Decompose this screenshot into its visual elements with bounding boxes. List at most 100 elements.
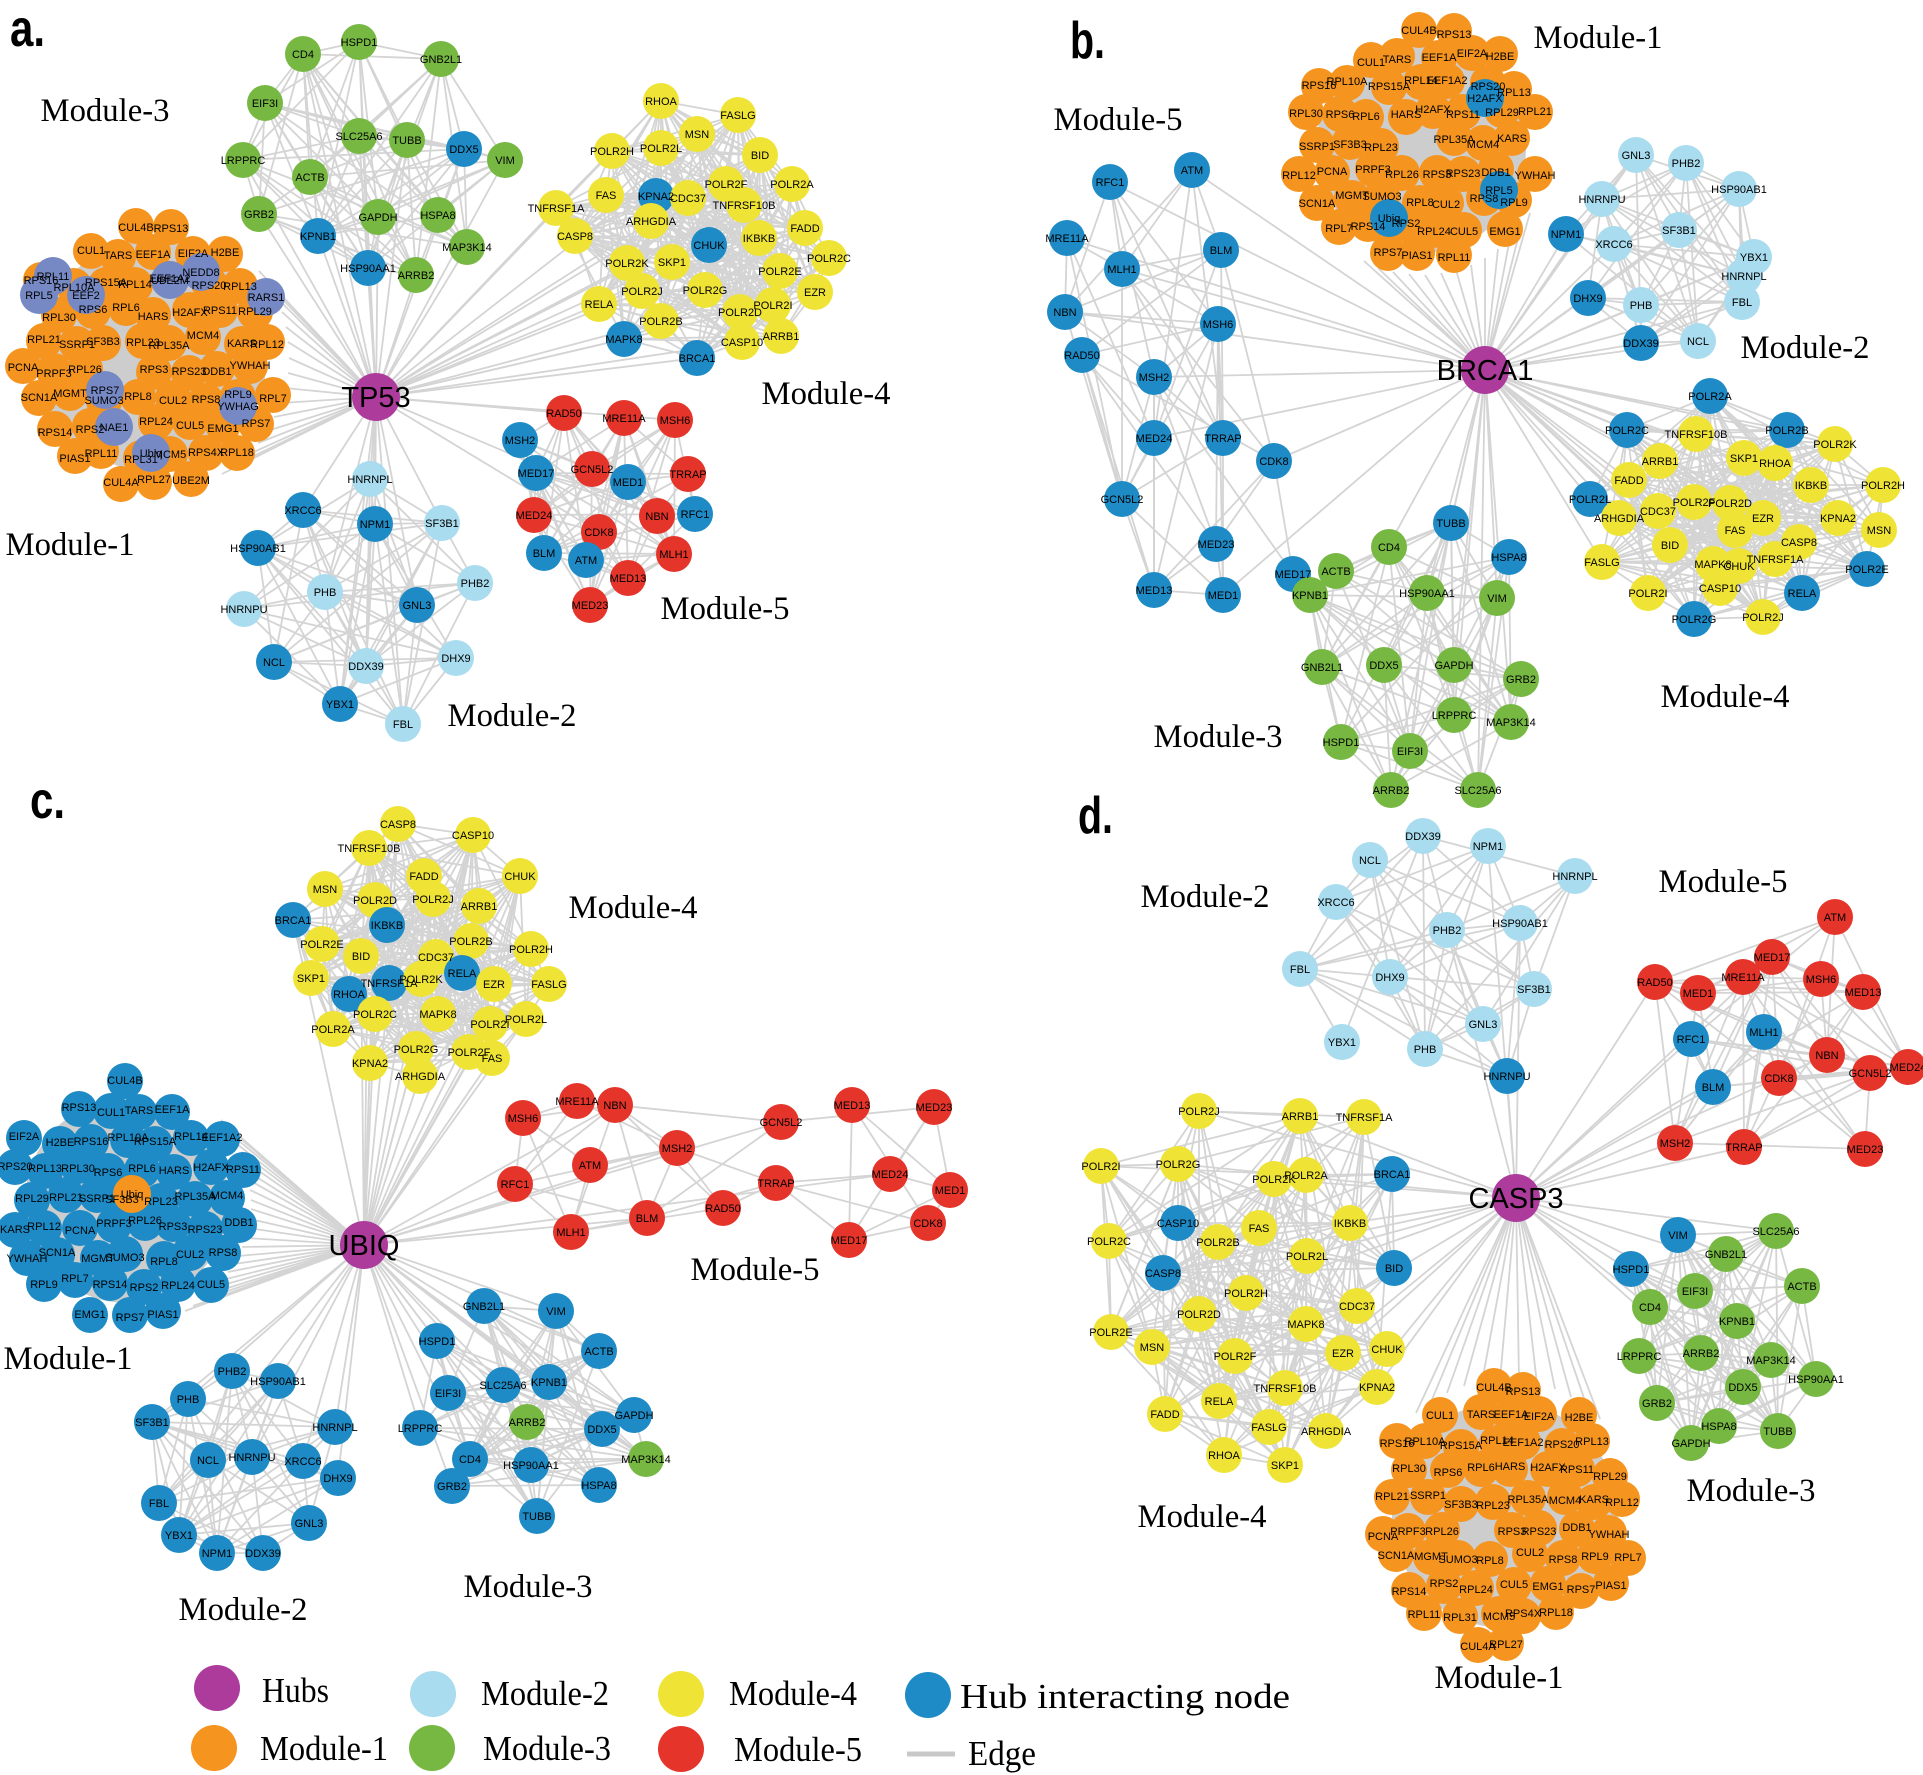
svg-text:RPS14: RPS14 (1392, 1586, 1427, 1598)
svg-text:FADD: FADD (1614, 475, 1643, 487)
svg-text:SCN1A: SCN1A (1378, 1550, 1415, 1562)
svg-text:TARS: TARS (1383, 54, 1412, 66)
svg-text:ARRB1: ARRB1 (1282, 1111, 1319, 1123)
svg-text:GRB2: GRB2 (1642, 1398, 1672, 1410)
svg-text:DDX5: DDX5 (1369, 660, 1398, 672)
svg-text:MAP3K14: MAP3K14 (621, 1454, 671, 1466)
svg-text:GNB2L1: GNB2L1 (1301, 662, 1343, 674)
svg-text:POLR2F: POLR2F (448, 1047, 491, 1059)
svg-text:PHB: PHB (1414, 1044, 1437, 1056)
svg-text:RPS11: RPS11 (226, 1164, 260, 1176)
svg-text:MED23: MED23 (1847, 1144, 1884, 1156)
svg-text:SSRP1: SSRP1 (79, 1193, 115, 1205)
svg-text:MSN: MSN (1867, 525, 1892, 537)
svg-text:HARS: HARS (159, 1165, 190, 1177)
svg-text:PRPF3: PRPF3 (96, 1218, 131, 1230)
svg-text:FBL: FBL (1290, 964, 1310, 976)
svg-text:KPNA2: KPNA2 (1359, 1382, 1395, 1394)
svg-text:Ubiq: Ubiq (121, 1189, 144, 1201)
svg-text:MCM4: MCM4 (211, 1190, 243, 1202)
svg-text:POLR2H: POLR2H (590, 146, 634, 158)
svg-text:POLR2H: POLR2H (1224, 1288, 1268, 1300)
svg-text:SF3B3: SF3B3 (86, 336, 120, 348)
svg-text:RPL11: RPL11 (1408, 1609, 1441, 1621)
svg-text:CUL5: CUL5 (1500, 1579, 1528, 1591)
svg-text:Module-5: Module-5 (734, 1730, 862, 1769)
svg-text:EZR: EZR (483, 979, 505, 991)
svg-text:Module-2: Module-2 (179, 1592, 308, 1628)
svg-text:BLM: BLM (636, 1213, 659, 1225)
svg-text:PHB2: PHB2 (218, 1366, 247, 1378)
svg-text:VIM: VIM (1487, 593, 1507, 605)
svg-text:MED13: MED13 (610, 573, 647, 585)
svg-text:GRB2: GRB2 (437, 1481, 467, 1493)
svg-text:YWHAH: YWHAH (230, 360, 271, 372)
svg-text:MSH6: MSH6 (508, 1113, 539, 1125)
svg-text:PHB: PHB (314, 587, 337, 599)
svg-text:RAD50: RAD50 (1064, 350, 1099, 362)
svg-text:POLR2I: POLR2I (753, 300, 792, 312)
svg-text:FADD: FADD (1150, 1409, 1179, 1421)
svg-text:Ubiq: Ubiq (1378, 213, 1401, 225)
svg-text:RPL6: RPL6 (1352, 111, 1380, 123)
svg-text:RPL12: RPL12 (27, 1221, 61, 1233)
svg-text:SF3B1: SF3B1 (1517, 984, 1551, 996)
svg-text:CHUK: CHUK (1723, 561, 1755, 573)
svg-text:FASLG: FASLG (1584, 557, 1619, 569)
svg-text:RPL24: RPL24 (139, 416, 173, 428)
svg-text:MLH1: MLH1 (1749, 1027, 1778, 1039)
svg-text:EIF2A: EIF2A (9, 1131, 40, 1143)
svg-text:POLR2A: POLR2A (311, 1024, 355, 1036)
svg-text:POLR2B: POLR2B (449, 936, 492, 948)
svg-text:NAE1: NAE1 (100, 422, 129, 434)
svg-text:MED13: MED13 (1845, 987, 1882, 999)
svg-text:RPL8: RPL8 (1406, 197, 1434, 209)
svg-text:UBE2M: UBE2M (172, 475, 210, 487)
svg-text:RPL9: RPL9 (1500, 197, 1528, 209)
svg-text:POLR2L: POLR2L (640, 143, 682, 155)
svg-text:DDX5: DDX5 (1728, 1382, 1757, 1394)
svg-text:RPS3: RPS3 (1423, 169, 1452, 181)
svg-text:MLH1: MLH1 (1107, 264, 1136, 276)
svg-text:POLR2D: POLR2D (718, 307, 762, 319)
svg-text:RPL30: RPL30 (42, 312, 76, 324)
svg-text:TNFRSF10B: TNFRSF10B (1254, 1383, 1317, 1395)
svg-text:TUBB: TUBB (1436, 518, 1465, 530)
svg-text:POLR2D: POLR2D (353, 895, 397, 907)
svg-text:DHX9: DHX9 (441, 653, 470, 665)
svg-text:RPL29: RPL29 (1485, 107, 1519, 119)
svg-text:POLR2L: POLR2L (1569, 494, 1611, 506)
svg-text:HNRNPL: HNRNPL (312, 1422, 357, 1434)
svg-text:RPS14: RPS14 (1351, 221, 1386, 233)
svg-text:GAPDH: GAPDH (1434, 660, 1473, 672)
svg-text:ACTB: ACTB (295, 172, 324, 184)
svg-text:SLC25A6: SLC25A6 (1752, 1226, 1799, 1238)
svg-text:SF3B3: SF3B3 (1444, 1499, 1478, 1511)
svg-text:NBN: NBN (645, 511, 668, 523)
svg-text:GNB2L1: GNB2L1 (1705, 1249, 1747, 1261)
svg-text:RPL30: RPL30 (1289, 108, 1323, 120)
svg-text:RPL23: RPL23 (144, 1196, 178, 1208)
svg-text:RPS2: RPS2 (130, 1282, 159, 1294)
svg-text:IKBKB: IKBKB (1795, 480, 1827, 492)
svg-text:RFC1: RFC1 (501, 1179, 530, 1191)
svg-text:MED1: MED1 (1208, 590, 1239, 602)
svg-text:DDX39: DDX39 (1405, 831, 1440, 843)
svg-text:RPL27: RPL27 (137, 474, 171, 486)
svg-text:EMG1: EMG1 (1532, 1581, 1563, 1593)
svg-text:Ubiq: Ubiq (140, 448, 163, 460)
svg-text:POLR2B: POLR2B (1196, 1237, 1239, 1249)
svg-text:RPL10A: RPL10A (108, 1132, 150, 1144)
svg-text:PRPF3: PRPF3 (1355, 164, 1390, 176)
svg-text:MED24: MED24 (1136, 433, 1173, 445)
svg-text:MLH1: MLH1 (659, 549, 688, 561)
svg-text:MCM5: MCM5 (154, 449, 186, 461)
svg-text:KARS: KARS (227, 338, 257, 350)
svg-text:MED1: MED1 (935, 1185, 966, 1197)
svg-text:ARRB1: ARRB1 (461, 901, 498, 913)
svg-text:RPL13: RPL13 (1497, 87, 1531, 99)
svg-text:GRB2: GRB2 (244, 209, 274, 221)
svg-text:Module-4: Module-4 (729, 1674, 857, 1713)
svg-text:BID: BID (751, 150, 769, 162)
svg-text:VIM: VIM (546, 1306, 566, 1318)
